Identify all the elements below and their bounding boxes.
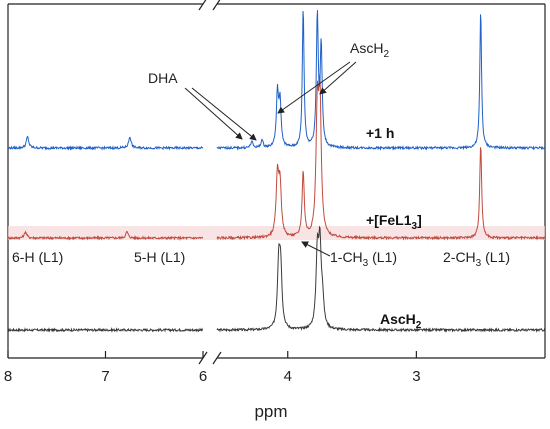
series-label-fel13: +[FeL13] [366,212,422,232]
x-tick-label: 3 [412,368,420,385]
x-tick-label: 7 [101,368,109,385]
series-line-2-segment-1 [216,10,546,151]
arrow-1ch3 [301,241,331,257]
axis-break-bottom [198,351,222,365]
arrow-dha-1 [184,87,243,140]
x-ticks: 8 7 6 4 3 [4,351,421,385]
series-line-0-segment-1 [216,225,546,333]
arrow-dha-2 [191,87,257,141]
arrow-asch2-2 [319,61,357,95]
red-spectrum-band [8,226,545,240]
x-tick-label: 8 [4,368,12,385]
annotation-arrows [184,61,357,257]
x-tick-label: 6 [199,368,207,385]
series-line-2-segment-0 [7,135,204,151]
x-axis-title: ppm [254,402,287,421]
x-tick-label: 4 [284,368,292,385]
arrow-asch2-1 [277,61,351,114]
annotation-asch2: AscH2 [350,40,389,60]
series-line-1-segment-0 [7,230,204,242]
annotation-5h: 5-H (L1) [134,249,185,265]
annotation-6h: 6-H (L1) [12,249,63,265]
series-line-0-segment-0 [7,327,204,333]
annotation-2ch3: 2-CH3 (L1) [443,249,510,269]
series-line-1-segment-1 [216,74,546,241]
axis-break-top [198,0,221,11]
annotation-1ch3: 1-CH3 (L1) [330,249,397,269]
series-label-1h: +1 h [366,125,394,141]
annotation-dha: DHA [148,70,178,86]
series-label-asch2: AscH2 [380,311,422,331]
spectra [7,10,546,333]
